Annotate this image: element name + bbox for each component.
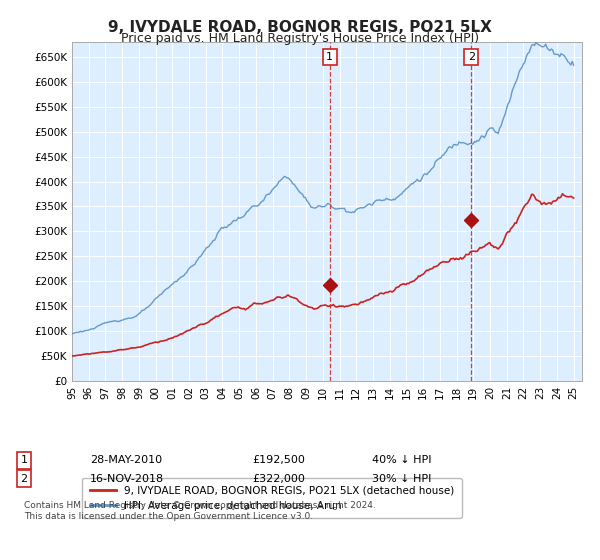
Legend: 9, IVYDALE ROAD, BOGNOR REGIS, PO21 5LX (detached house), HPI: Average price, de: 9, IVYDALE ROAD, BOGNOR REGIS, PO21 5LX … [82, 478, 461, 518]
Text: 30% ↓ HPI: 30% ↓ HPI [372, 474, 431, 484]
Text: 2: 2 [20, 474, 28, 484]
Text: 28-MAY-2010: 28-MAY-2010 [90, 455, 162, 465]
Text: 1: 1 [20, 455, 28, 465]
Text: Price paid vs. HM Land Registry's House Price Index (HPI): Price paid vs. HM Land Registry's House … [121, 32, 479, 45]
Text: 1: 1 [326, 52, 333, 62]
Text: Contains HM Land Registry data © Crown copyright and database right 2024.
This d: Contains HM Land Registry data © Crown c… [24, 501, 376, 521]
Text: £192,500: £192,500 [252, 455, 305, 465]
Text: 40% ↓ HPI: 40% ↓ HPI [372, 455, 431, 465]
Text: 16-NOV-2018: 16-NOV-2018 [90, 474, 164, 484]
Text: £322,000: £322,000 [252, 474, 305, 484]
Text: 9, IVYDALE ROAD, BOGNOR REGIS, PO21 5LX: 9, IVYDALE ROAD, BOGNOR REGIS, PO21 5LX [108, 20, 492, 35]
Text: 2: 2 [468, 52, 475, 62]
